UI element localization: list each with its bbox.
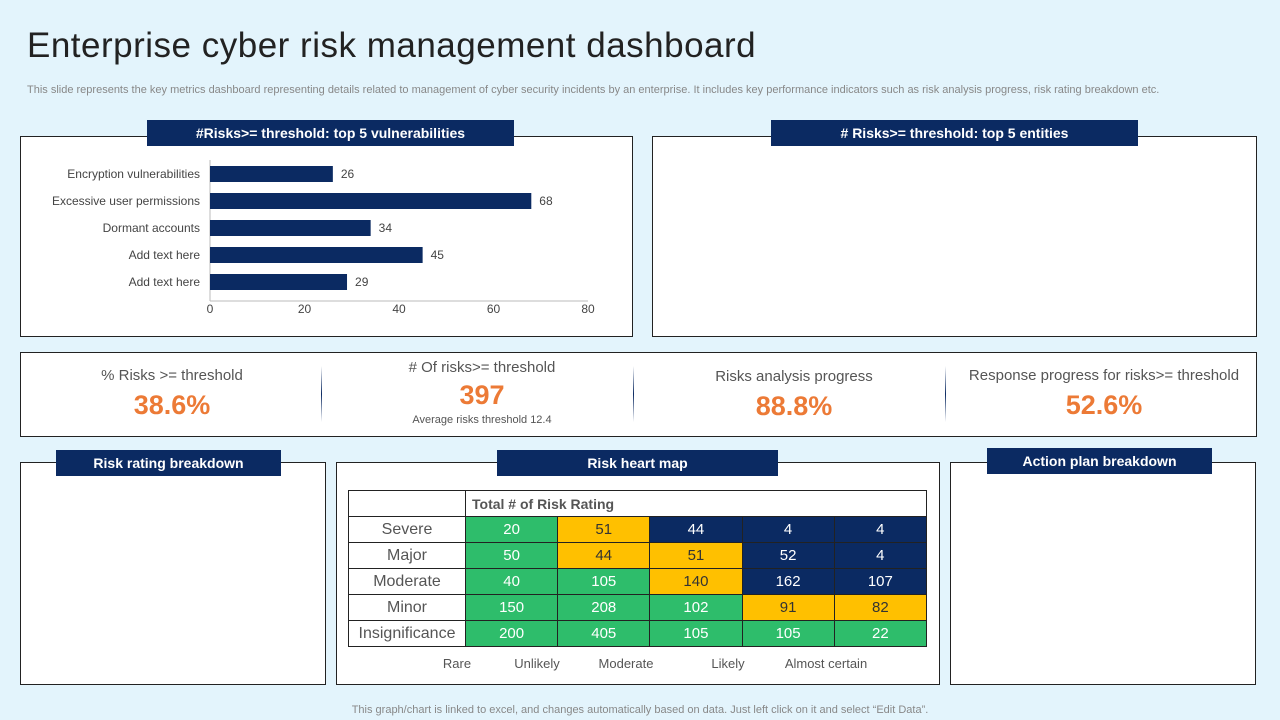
page-description: This slide represents the key metrics da… (27, 84, 1160, 96)
entities-header: # Risks>= threshold: top 5 entities (771, 120, 1138, 146)
tick-label: 40 (392, 302, 406, 316)
heatmap-cell: 150 (464, 594, 559, 621)
tick-label: 0 (207, 302, 214, 316)
heatmap-cell: 91 (741, 594, 835, 621)
heatmap-cell: 105 (557, 568, 651, 595)
data-label: 29 (355, 275, 369, 289)
row-label: Moderate (348, 568, 466, 595)
page-title: Enterprise cyber risk management dashboa… (27, 26, 757, 65)
heatmap-cell: 52 (741, 542, 835, 569)
heatmap-cell: 44 (557, 542, 651, 569)
row-label: Minor (348, 594, 466, 621)
kpi-strip (20, 352, 1257, 437)
divider (633, 366, 634, 422)
divider (321, 366, 322, 422)
category-label: Add text here (129, 248, 201, 262)
heatmap-row: Moderate 40 105 140 162 107 (348, 568, 928, 595)
category-label: Dormant accounts (103, 221, 200, 235)
kpi-value: 88.8% (755, 391, 833, 421)
bar (210, 247, 423, 263)
row-label: Severe (348, 516, 466, 543)
vulnerabilities-header: #Risks>= threshold: top 5 vulnerabilitie… (147, 120, 514, 146)
category-label: Add text here (129, 275, 201, 289)
tick-label: 60 (487, 302, 501, 316)
kpi-sub: Average risks threshold 12.4 (412, 414, 552, 426)
kpi-value: 397 (459, 380, 505, 410)
bar (210, 193, 532, 209)
heatmap-cell: 140 (649, 568, 743, 595)
risk-rating-panel (20, 462, 326, 685)
heatmap-cell: 40 (464, 568, 559, 595)
heatmap-header: Risk heart map (497, 450, 778, 476)
heatmap-cell: 200 (464, 620, 559, 647)
heatmap-cell: 44 (649, 516, 743, 543)
heatmap-cell: 22 (833, 620, 928, 647)
action-plan-header: Action plan breakdown (987, 448, 1212, 474)
heatmap-cell: 162 (741, 568, 835, 595)
heatmap-column-header: Total # of Risk Rating (465, 490, 927, 517)
category-label: Excessive user permissions (52, 194, 200, 208)
kpi-value: 52.6% (1065, 390, 1143, 420)
kpi-label: Risks analysis progress (715, 368, 873, 385)
heatmap-cell: 405 (557, 620, 651, 647)
action-plan-panel (950, 462, 1256, 685)
heatmap-row: Insignificance 200 405 105 105 22 (348, 620, 928, 647)
heatmap-cell: 20 (464, 516, 559, 543)
corner-cell (348, 490, 466, 517)
kpi-value: 38.6% (133, 390, 211, 420)
footer-note: This graph/chart is linked to excel, and… (351, 704, 929, 716)
row-label: Insignificance (348, 620, 466, 647)
heatmap-row: Major 50 44 51 52 4 (348, 542, 928, 569)
kpi-label: Response progress for risks>= threshold (968, 367, 1240, 384)
likelihood-label: Almost certain (784, 656, 868, 671)
tick-label: 20 (298, 302, 312, 316)
category-label: Encryption vulnerabilities (67, 167, 200, 181)
heatmap-cell: 105 (741, 620, 835, 647)
heatmap-cell: 208 (557, 594, 651, 621)
heatmap-cell: 107 (833, 568, 928, 595)
heatmap-cell: 82 (833, 594, 928, 621)
likelihood-label: Rare (442, 656, 472, 671)
likelihood-label: Unlikely (514, 656, 560, 671)
heatmap-cell: 4 (833, 516, 928, 543)
heatmap-row: Minor 150 208 102 91 82 (348, 594, 928, 621)
kpi-response-progress: Response progress for risks>= threshold 5… (954, 367, 1254, 421)
heatmap-cell: 102 (649, 594, 743, 621)
risk-rating-header: Risk rating breakdown (56, 450, 281, 476)
heatmap-cell: 51 (557, 516, 651, 543)
risk-heatmap-table: Total # of Risk Rating Severe 20 51 44 4 4 Maj… (348, 490, 928, 647)
data-label: 34 (379, 221, 393, 235)
bar (210, 166, 333, 182)
entities-panel (652, 136, 1257, 337)
data-label: 26 (341, 167, 355, 181)
tick-label: 80 (581, 302, 595, 316)
bar (210, 220, 371, 236)
heatmap-cell: 105 (649, 620, 743, 647)
kpi-analysis-progress: Risks analysis progress 88.8% (644, 368, 944, 422)
heatmap-cell: 51 (649, 542, 743, 569)
row-label: Major (348, 542, 466, 569)
data-label: 45 (431, 248, 445, 262)
likelihood-label: Moderate (598, 656, 654, 671)
kpi-label: # Of risks>= threshold (408, 359, 556, 376)
divider (945, 366, 946, 422)
heatmap-row: Severe 20 51 44 4 4 (348, 516, 928, 543)
kpi-risks-count: # Of risks>= threshold 397 Average risks t… (332, 359, 632, 426)
heatmap-cell: 4 (833, 542, 928, 569)
heatmap-cell: 4 (741, 516, 835, 543)
likelihood-label: Likely (711, 656, 745, 671)
bar (210, 274, 348, 290)
kpi-risks-pct: % Risks >= threshold 38.6% (22, 367, 322, 421)
heatmap-cell: 50 (464, 542, 559, 569)
kpi-label: % Risks >= threshold (101, 367, 243, 384)
data-label: 68 (539, 194, 553, 208)
